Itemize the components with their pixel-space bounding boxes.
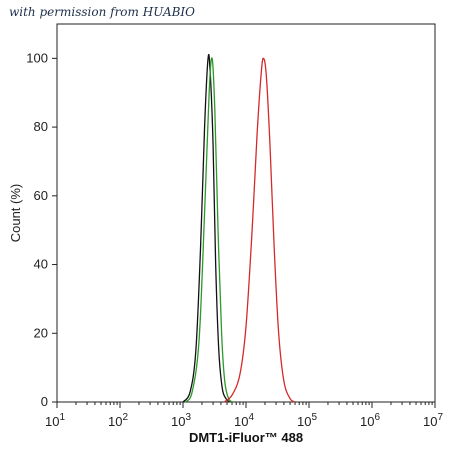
y-tick-label: 100 [26, 50, 48, 65]
series-line-1 [185, 57, 234, 403]
y-axis-label: Count (%) [8, 184, 23, 243]
x-axis-label: DMT1-iFluor™ 488 [189, 430, 303, 445]
y-tick-label: 60 [34, 188, 48, 203]
x-tick-label: 103 [171, 412, 191, 429]
y-tick-label: 0 [41, 394, 48, 409]
x-tick-label: 107 [423, 412, 443, 429]
y-tick-label: 20 [34, 325, 48, 340]
x-tick-label: 106 [360, 412, 380, 429]
y-tick-label: 40 [34, 257, 48, 272]
y-tick-label: 80 [34, 119, 48, 134]
plot-frame [56, 23, 436, 403]
x-tick-label: 105 [297, 412, 317, 429]
x-tick-label: 102 [108, 412, 128, 429]
x-tick-label: 101 [45, 412, 65, 429]
x-tick-label: 104 [234, 412, 254, 429]
watermark: with permission from HUABIO [9, 5, 195, 19]
series-line-2 [223, 57, 296, 403]
